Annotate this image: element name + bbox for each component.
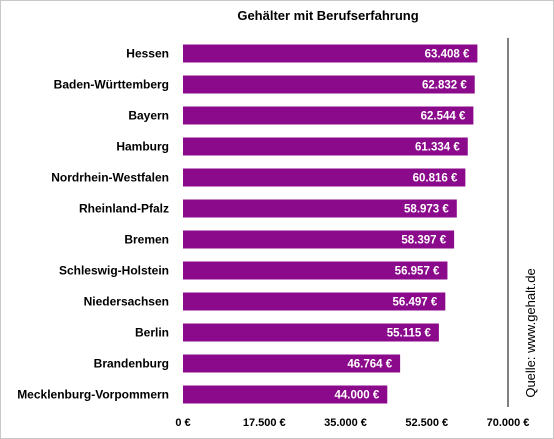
bar <box>183 354 401 373</box>
x-tick-label: 0 € <box>175 417 190 429</box>
category-label: Schleswig-Holstein <box>59 264 169 278</box>
bar <box>183 75 475 94</box>
category-label: Berlin <box>135 326 169 340</box>
category-label: Baden-Württemberg <box>54 78 169 92</box>
bar <box>183 106 474 125</box>
x-tick-label: 52.500 € <box>405 417 448 429</box>
bar <box>183 44 478 63</box>
category-label: Hamburg <box>116 140 169 154</box>
value-label: 55.115 € <box>387 328 432 340</box>
category-label: Niedersachsen <box>84 295 169 309</box>
bar <box>183 230 455 249</box>
bar <box>183 137 468 156</box>
bar <box>183 323 439 342</box>
category-label: Brandenburg <box>94 357 169 371</box>
value-label: 46.764 € <box>347 359 392 371</box>
value-label: 60.816 € <box>413 173 458 185</box>
value-label: 58.397 € <box>401 235 446 247</box>
source-label: Quelle: www.gehalt.de <box>523 268 538 397</box>
category-label: Hessen <box>126 47 169 61</box>
bar <box>183 385 388 404</box>
value-label: 58.973 € <box>404 204 449 216</box>
category-label: Bayern <box>128 109 169 123</box>
category-label: Rheinland-Pfalz <box>79 202 169 216</box>
category-label: Mecklenburg-Vorpommern <box>17 388 169 402</box>
value-label: 56.957 € <box>395 266 440 278</box>
value-label: 62.544 € <box>421 111 466 123</box>
category-label: Bremen <box>124 233 169 247</box>
value-label: 63.408 € <box>425 49 470 61</box>
value-label: 62.832 € <box>422 80 467 92</box>
category-label: Nordrhein-Westfalen <box>51 171 169 185</box>
x-tick-label: 70.000 € <box>487 417 530 429</box>
bar <box>183 261 448 280</box>
value-label: 61.334 € <box>415 142 460 154</box>
bar <box>183 199 457 218</box>
value-label: 56.497 € <box>393 297 438 309</box>
chart-title: Gehälter mit Berufserfahrung <box>237 8 418 23</box>
value-label: 44.000 € <box>335 390 380 402</box>
bar <box>183 292 446 311</box>
x-tick-label: 35.000 € <box>324 417 367 429</box>
bar <box>183 168 466 187</box>
x-tick-label: 17.500 € <box>243 417 286 429</box>
